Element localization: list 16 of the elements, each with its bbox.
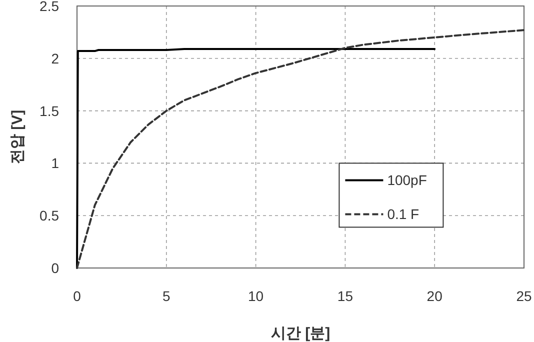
y-tick-label: 2: [51, 50, 60, 66]
y-tick-label: 2.5: [40, 0, 60, 14]
x-axis-title: 시간 [분]: [270, 325, 330, 342]
y-tick-label: 0.5: [40, 208, 60, 224]
x-tick-label: 5: [162, 288, 170, 304]
x-tick-label: 20: [426, 288, 443, 304]
y-tick-label: 1.5: [40, 102, 60, 119]
legend-label: 0.1 F: [387, 206, 420, 222]
y-axis-title: 전압 [V]: [9, 110, 26, 164]
y-tick-label: 0: [51, 260, 60, 276]
y-tick-label: 1: [51, 155, 60, 172]
x-tick-label: 10: [248, 288, 264, 304]
x-tick-label: 0: [73, 288, 82, 304]
x-tick-label: 25: [516, 288, 532, 304]
x-tick-label: 15: [337, 288, 354, 304]
legend-label: 100pF: [387, 172, 427, 188]
